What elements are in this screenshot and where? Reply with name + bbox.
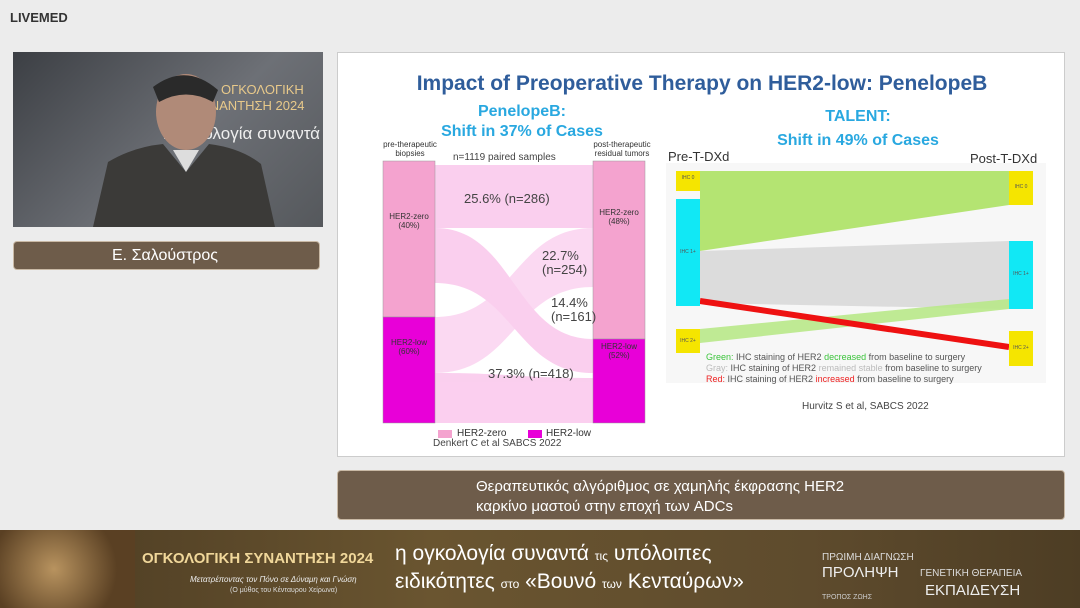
caption-line: καρκίνο μαστού στην εποχή των ADCs bbox=[476, 497, 733, 515]
speaker-name: Ε. Σαλούστρος bbox=[13, 241, 320, 270]
ihc-label: IHC 1+ bbox=[680, 249, 696, 255]
legend-text: IHC staining of HER2 bbox=[736, 352, 822, 362]
legend-text: IHC staining of HER2 bbox=[727, 374, 814, 384]
slogan-word: στο bbox=[500, 577, 520, 591]
legend-key: decreased bbox=[824, 352, 867, 362]
flow-red bbox=[699, 298, 1010, 350]
legend-swatch bbox=[438, 430, 452, 438]
flow-label: 22.7% (n=254) bbox=[542, 248, 588, 278]
bar-post-low bbox=[592, 338, 646, 424]
banner-painting bbox=[0, 530, 135, 608]
slide: Impact of Preoperative Therapy on HER2-l… bbox=[337, 52, 1065, 457]
legend-key: Red: bbox=[706, 374, 726, 384]
ihc-box bbox=[676, 329, 700, 353]
video-backdrop-text: ΣΥΝΑΝΤΗΣΗ 2024 bbox=[193, 98, 305, 113]
ihc-label: IHC 0 bbox=[1014, 184, 1028, 190]
ihc-box bbox=[1009, 331, 1033, 366]
topic-word: ΠΡΟΛΗΨΗ bbox=[822, 564, 899, 581]
motto: Μετατρέποντας τον Πόνο σε Δύναμη και Γνώ… bbox=[190, 575, 357, 584]
legend-key: remained stable bbox=[818, 363, 883, 373]
legend-line: Red: IHC staining of HER2 increased from… bbox=[706, 374, 954, 385]
slogan-word: ειδικότητες bbox=[395, 570, 495, 593]
ihc-label: IHC 2+ bbox=[680, 338, 696, 344]
ihc-label: IHC 2+ bbox=[1013, 345, 1029, 351]
legend-key: Gray: bbox=[706, 363, 729, 373]
heading: Shift in 37% of Cases bbox=[441, 123, 603, 140]
flow-label: 37.3% (n=418) bbox=[488, 366, 574, 381]
legend-text: from baseline to surgery bbox=[885, 363, 982, 373]
legend-label: HER2-low bbox=[546, 428, 592, 439]
banner-slogan: η ογκολογία συναντά τις υπόλοιπες bbox=[395, 542, 712, 566]
bar-pre-zero bbox=[382, 160, 436, 318]
speaker-video: ΟΓΚΟΛΟΓΙΚΗ ΣΥΝΑΝΤΗΣΗ 2024 η ογκολογία συ… bbox=[13, 52, 323, 227]
slogan-word: «Βουνό bbox=[525, 570, 597, 593]
source: Denkert C et al SABCS 2022 bbox=[433, 438, 562, 449]
bar-label: HER2-zero (40%) bbox=[389, 212, 429, 230]
ihc-label: IHC 0 bbox=[681, 175, 695, 181]
ihc-label: IHC 1+ bbox=[1013, 271, 1029, 277]
flow-label: 14.4% (n=161) bbox=[551, 295, 597, 325]
legend-text: from baseline to surgery bbox=[868, 352, 966, 362]
ihc-box bbox=[1009, 171, 1033, 205]
slogan-word: υπόλοιπες bbox=[613, 542, 712, 565]
logo: LIVEMED bbox=[10, 10, 68, 25]
legend-swatch bbox=[528, 430, 542, 438]
axis-label: post-therapeutic residual tumors bbox=[593, 140, 651, 158]
sankey-flows bbox=[435, 165, 593, 423]
flow-gray bbox=[700, 241, 1009, 309]
myth: (Ο μύθος του Κένταυρου Χείρωνα) bbox=[230, 587, 338, 594]
bar-label: HER2-low (52%) bbox=[600, 342, 637, 360]
slogan-word: η ογκολογία συναντά bbox=[395, 542, 589, 565]
slide-graphics bbox=[382, 160, 1046, 438]
flow-green bbox=[700, 171, 1009, 251]
ihc-box bbox=[676, 171, 700, 191]
legend-key: increased bbox=[815, 374, 855, 384]
source: Hurvitz S et al, SABCS 2022 bbox=[802, 401, 929, 412]
bar-label: HER2-low (60%) bbox=[390, 338, 427, 356]
speaker-silhouette bbox=[93, 74, 275, 227]
axis-label: pre-therapeutic biopsies bbox=[383, 140, 437, 158]
legend-line: Green: IHC staining of HER2 decreased fr… bbox=[706, 352, 966, 363]
ihc-box bbox=[1009, 241, 1033, 309]
flow-label: 25.6% (n=286) bbox=[464, 191, 550, 206]
legend-label: HER2-zero bbox=[457, 428, 507, 439]
bar-pre-low bbox=[382, 316, 436, 424]
topic-word: ΠΡΩΙΜΗ ΔΙΑΓΝΩΣΗ bbox=[822, 552, 914, 563]
legend-line: Gray: IHC staining of HER2 remained stab… bbox=[706, 363, 982, 374]
legend-key: Green: bbox=[706, 352, 734, 362]
slide-title: Impact of Preoperative Therapy on HER2-l… bbox=[416, 72, 988, 95]
slogan-word: Κενταύρων» bbox=[627, 570, 744, 593]
banner: ΟΓΚΟΛΟΓΙΚΗ ΣΥΝΑΝΤΗΣΗ 2024 Μετατρέποντας … bbox=[0, 530, 1080, 608]
legend-text: IHC staining of HER2 bbox=[730, 363, 817, 373]
caption-line: Θεραπευτικός αλγόριθμος σε χαμηλής έκφρα… bbox=[476, 478, 845, 495]
slogan-word: τις bbox=[594, 549, 608, 563]
axis-label: Pre-T-DXd bbox=[668, 149, 730, 164]
heading: Shift in 49% of Cases bbox=[777, 132, 939, 149]
topic-word: ΤΡΟΠΟΣ ΖΩΗΣ bbox=[822, 594, 873, 601]
video-backdrop-text: ΟΓΚΟΛΟΓΙΚΗ bbox=[221, 82, 304, 97]
heading: PenelopeB: bbox=[477, 103, 566, 120]
slogan-word: των bbox=[601, 577, 622, 591]
topic-word: ΓΕΝΕΤΙΚΗ ΘΕΡΑΠΕΙΑ bbox=[920, 568, 1023, 579]
axis-label: Post-T-DXd bbox=[970, 151, 1038, 166]
event-title: ΟΓΚΟΛΟΓΙΚΗ ΣΥΝΑΝΤΗΣΗ 2024 bbox=[142, 550, 374, 567]
ihc-box bbox=[676, 199, 700, 306]
legend-text: from baseline to surgery bbox=[857, 374, 954, 384]
sample-note: n=1119 paired samples bbox=[453, 152, 556, 163]
caption-bar: Θεραπευτικός αλγόριθμος σε χαμηλής έκφρα… bbox=[337, 470, 1065, 520]
heading: TALENT: bbox=[825, 108, 891, 125]
topic-word: ΕΚΠΑΙΔΕΥΣΗ bbox=[925, 582, 1021, 599]
banner-slogan: ειδικότητες στο «Βουνό των Κενταύρων» bbox=[395, 570, 744, 594]
bar-post-zero bbox=[592, 160, 646, 340]
bar-label: HER2-zero (48%) bbox=[599, 208, 639, 226]
